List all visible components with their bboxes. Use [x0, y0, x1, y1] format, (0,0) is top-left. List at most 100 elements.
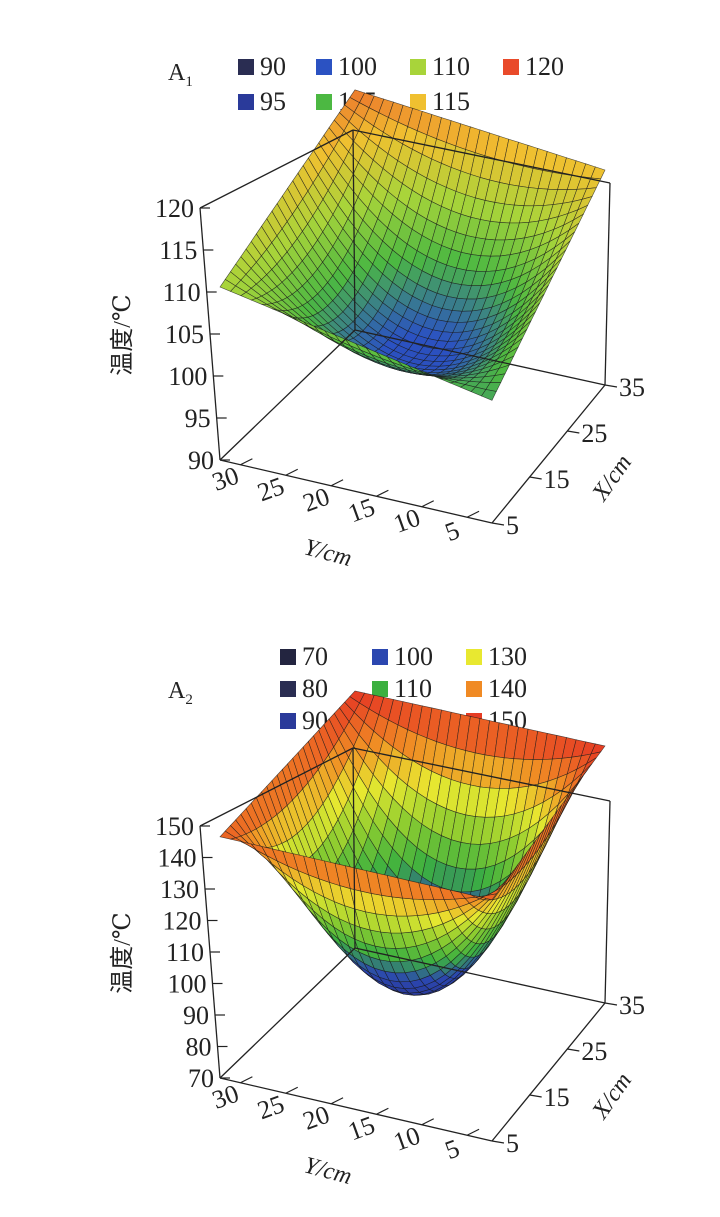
box-back-vertical — [352, 747, 356, 949]
y-axis-line — [219, 1077, 493, 1142]
legend-swatch — [466, 681, 482, 697]
legend-swatch — [280, 681, 296, 697]
z-tick-label: 110 — [166, 938, 204, 967]
legend-swatch — [316, 94, 332, 110]
box-floor-right — [354, 947, 606, 1004]
y-tick — [376, 489, 389, 497]
y-tick-label: 25 — [254, 1089, 288, 1125]
x-tick — [604, 1002, 618, 1006]
surface-cell — [480, 893, 497, 901]
legend-swatch — [372, 681, 388, 697]
surface-cell — [481, 389, 497, 401]
z-tick-label: 70 — [188, 1064, 214, 1093]
legend-swatch — [238, 94, 254, 110]
x-tick — [604, 384, 618, 388]
y-tick-label: 20 — [299, 482, 333, 518]
y-tick — [285, 468, 299, 476]
y-tick — [466, 510, 480, 518]
legend-swatch — [238, 59, 254, 75]
legend-swatch — [372, 649, 388, 665]
z-tick-label: 150 — [155, 812, 194, 841]
box-floor-left — [219, 329, 356, 461]
z-tick-label: 110 — [163, 278, 201, 307]
legend-swatch — [280, 713, 296, 729]
legend-label: 80 — [302, 674, 328, 703]
legend-swatch — [280, 649, 296, 665]
z-tick-label: 90 — [183, 1001, 209, 1030]
y-tick-label: 15 — [344, 1110, 378, 1146]
legend-label: 100 — [338, 52, 377, 81]
box-top-back-left — [199, 129, 354, 209]
z-tick-label: 120 — [155, 194, 194, 223]
chart-a2: A2 701001308011014090120150 708090100110… — [109, 642, 645, 1190]
panel-label-a1: A1 — [168, 60, 193, 90]
legend-swatch — [466, 649, 482, 665]
x-axis-line — [491, 1002, 606, 1142]
z-tick-label: 120 — [163, 907, 202, 936]
y-tick-label: 10 — [390, 1121, 424, 1157]
legend-swatch — [410, 59, 426, 75]
legend-label: 110 — [394, 674, 432, 703]
z-tick-label: 100 — [168, 970, 207, 999]
y-tick — [330, 479, 344, 487]
x-tick-label: 25 — [581, 419, 607, 448]
box-floor-right — [354, 329, 606, 386]
legend-label: 115 — [432, 87, 470, 116]
y-tick — [240, 1076, 253, 1084]
chart-a1: A1 9010011012095105115 90951001051101151… — [109, 52, 645, 572]
box-back-vertical — [352, 129, 356, 331]
x-tick-label: 35 — [619, 991, 645, 1020]
y-axis-line — [219, 459, 493, 524]
y-tick — [421, 500, 435, 508]
y-tick-label: 5 — [441, 1133, 463, 1165]
x-tick — [567, 430, 580, 434]
panel-label-a2: A2 — [168, 678, 193, 708]
y-tick-label: 10 — [390, 503, 424, 539]
box-floor-left — [219, 947, 356, 1079]
y-axis-label-a1: Y/cm — [301, 534, 354, 572]
z-axis-label-a1: 温度/℃ — [109, 294, 136, 376]
box-right-vertical — [604, 800, 611, 1004]
z-tick-label: 140 — [158, 844, 197, 873]
surface-a1 — [219, 89, 606, 401]
x-tick — [567, 1048, 580, 1052]
x-tick — [491, 522, 505, 526]
legend-label: 120 — [525, 52, 564, 81]
z-tick-label: 95 — [185, 404, 211, 433]
z-tick-label: 115 — [159, 236, 197, 265]
y-tick-label: 25 — [254, 471, 288, 507]
box-top-back-right — [352, 747, 611, 802]
z-tick-label: 105 — [165, 320, 204, 349]
surface-a2 — [219, 690, 606, 996]
legend-label: 100 — [394, 642, 433, 671]
legend-label: 140 — [488, 674, 527, 703]
legend-label: 90 — [260, 52, 286, 81]
box-top-back-left — [199, 747, 354, 827]
x-tick-label: 5 — [506, 1129, 519, 1158]
z-tick-label: 90 — [188, 446, 214, 475]
x-tick — [491, 1140, 505, 1144]
y-tick-label: 5 — [441, 515, 463, 547]
legend-a1: 9010011012095105115 — [238, 52, 564, 116]
x-tick-label: 25 — [581, 1037, 607, 1066]
legend-swatch — [410, 94, 426, 110]
y-tick — [240, 458, 253, 466]
legend-label: 110 — [432, 52, 470, 81]
x-tick-label: 15 — [544, 1083, 570, 1112]
x-tick-label: 35 — [619, 373, 645, 402]
x-axis-label-a1: X/cm — [587, 450, 637, 506]
y-axis-label-a2: Y/cm — [301, 1152, 354, 1190]
y-tick — [421, 1118, 435, 1126]
x-tick — [529, 1094, 542, 1098]
box-right-vertical — [604, 182, 611, 386]
y-tick — [330, 1097, 344, 1105]
x-tick-label: 5 — [506, 511, 519, 540]
y-tick-label: 15 — [344, 492, 378, 528]
x-axis-label-a2: X/cm — [587, 1068, 637, 1124]
y-tick-label: 20 — [299, 1100, 333, 1136]
x-tick — [529, 476, 542, 480]
legend-label: 70 — [302, 642, 328, 671]
x-tick-label: 15 — [544, 465, 570, 494]
